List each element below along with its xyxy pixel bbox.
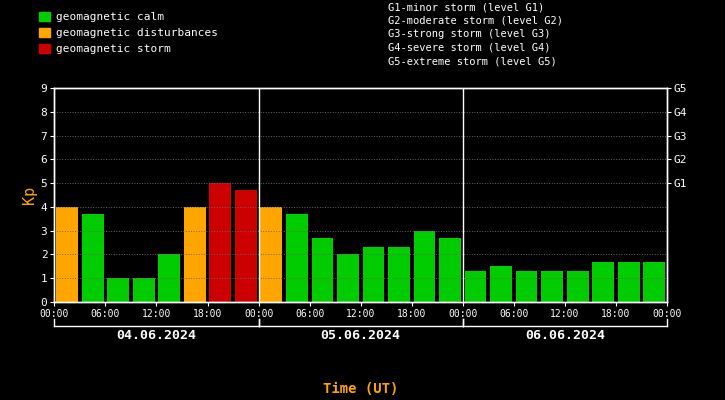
Legend: geomagnetic calm, geomagnetic disturbances, geomagnetic storm: geomagnetic calm, geomagnetic disturbanc… — [35, 8, 222, 59]
Bar — [57, 207, 78, 302]
Bar — [133, 278, 154, 302]
Bar — [439, 238, 461, 302]
Text: 06.06.2024: 06.06.2024 — [525, 329, 605, 342]
Y-axis label: Kp: Kp — [22, 186, 36, 204]
Bar — [312, 238, 334, 302]
Bar — [515, 271, 537, 302]
Bar — [107, 278, 129, 302]
Bar — [235, 190, 257, 302]
Text: Time (UT): Time (UT) — [323, 382, 398, 396]
Bar — [388, 247, 410, 302]
Bar — [567, 271, 589, 302]
Bar — [210, 183, 231, 302]
Bar — [337, 254, 359, 302]
Bar — [465, 271, 486, 302]
Bar — [618, 262, 639, 302]
Bar — [592, 262, 614, 302]
Text: 04.06.2024: 04.06.2024 — [117, 329, 196, 342]
Bar — [286, 214, 307, 302]
Bar — [490, 266, 512, 302]
Bar — [184, 207, 206, 302]
Bar — [362, 247, 384, 302]
Bar — [158, 254, 180, 302]
Bar — [260, 207, 282, 302]
Bar — [414, 231, 435, 302]
Text: 05.06.2024: 05.06.2024 — [320, 329, 401, 342]
Bar — [82, 214, 104, 302]
Bar — [643, 262, 665, 302]
Text: G1-minor storm (level G1)
G2-moderate storm (level G2)
G3-strong storm (level G3: G1-minor storm (level G1) G2-moderate st… — [388, 2, 563, 66]
Bar — [542, 271, 563, 302]
